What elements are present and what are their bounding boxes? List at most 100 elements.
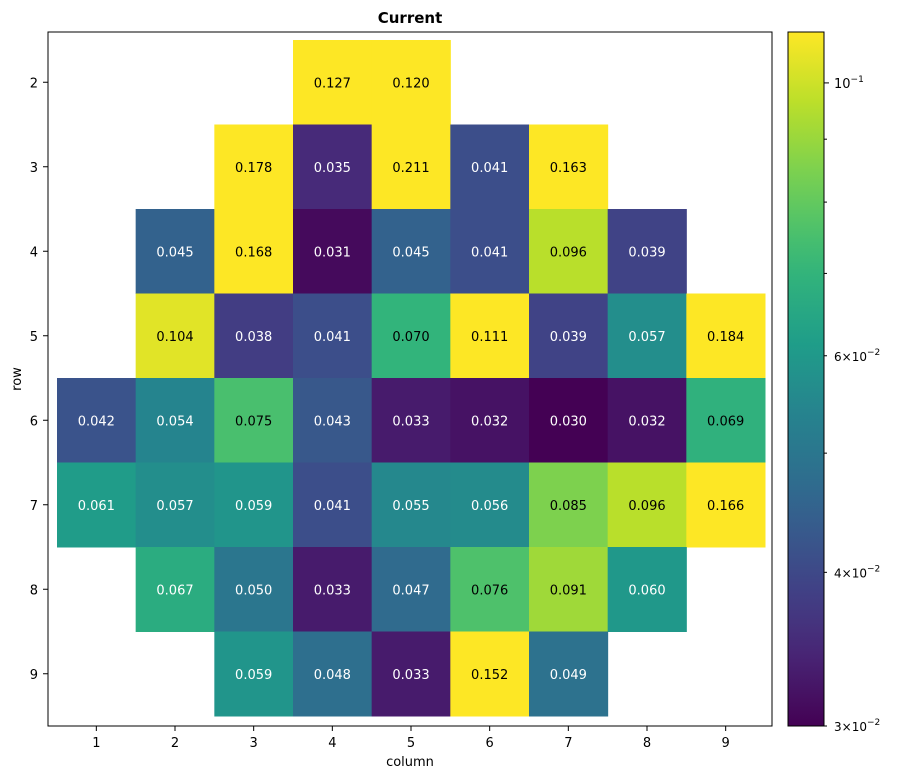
heatmap-cell	[135, 293, 215, 379]
x-tick-label: 8	[643, 736, 651, 751]
heatmap-cell	[607, 209, 687, 294]
x-axis-label: column	[386, 755, 434, 770]
heatmap-cell	[214, 209, 294, 294]
cell-value-label: 0.033	[314, 583, 351, 598]
cell-value-label: 0.043	[314, 414, 351, 429]
colorbar	[787, 31, 825, 727]
heatmap-cell	[529, 378, 609, 463]
heatmap-cell	[371, 124, 451, 210]
colorbar-ticks: 10−1 6×10−2 4×10−2 3×10−2	[824, 75, 880, 734]
heatmap-cell	[529, 209, 609, 294]
cell-value-label: 0.041	[471, 161, 508, 176]
y-axis-ticks: 2 3 4 5 6 7 8 9	[30, 76, 48, 683]
heatmap-cell	[293, 462, 373, 548]
heatmap-cell	[450, 124, 530, 210]
cell-value-label: 0.067	[156, 583, 193, 598]
heatmap-cell	[293, 631, 373, 717]
cell-value-label: 0.049	[550, 668, 587, 683]
cell-value-label: 0.041	[471, 245, 508, 260]
heatmap-cell	[607, 547, 687, 632]
plot-frame	[47, 31, 773, 727]
cell-value-label: 0.163	[550, 161, 587, 176]
cell-value-label: 0.054	[156, 414, 193, 429]
heatmap-cell	[450, 631, 530, 717]
heatmap-cell	[686, 378, 766, 463]
colorbar-tick-label: 4×10−2	[834, 564, 880, 580]
cell-value-label: 0.059	[235, 499, 272, 514]
heatmap-cell	[57, 462, 137, 548]
heatmap-cell	[450, 462, 530, 548]
cell-value-label: 0.035	[314, 161, 351, 176]
x-tick-label: 6	[486, 736, 494, 751]
heatmap-cell	[371, 209, 451, 294]
heatmap-cell	[371, 631, 451, 717]
heatmap-cell	[371, 40, 451, 125]
x-tick-label: 7	[564, 736, 572, 751]
cell-value-label: 0.075	[235, 414, 272, 429]
cell-value-label: 0.057	[156, 499, 193, 514]
heatmap-cell	[214, 378, 294, 463]
cell-value-label: 0.045	[156, 245, 193, 260]
cell-value-label: 0.211	[392, 161, 429, 176]
heatmap-cell	[450, 547, 530, 632]
cell-value-label: 0.039	[628, 245, 665, 260]
cell-value-label: 0.168	[235, 245, 272, 260]
cell-value-label: 0.166	[707, 499, 744, 514]
colorbar-tick-label: 3×10−2	[834, 718, 880, 734]
cell-value-label: 0.041	[314, 330, 351, 345]
cell-value-label: 0.060	[628, 583, 665, 598]
heatmap-cell	[371, 378, 451, 463]
cell-value-label: 0.056	[471, 499, 508, 514]
cell-value-label: 0.111	[471, 330, 508, 345]
chart-title: Current	[378, 9, 443, 27]
cell-value-label: 0.041	[314, 499, 351, 514]
heatmap-cell	[293, 124, 373, 210]
y-tick-label: 8	[30, 583, 38, 598]
cell-value-label: 0.031	[314, 245, 351, 260]
heatmap-cell	[371, 462, 451, 548]
y-tick-label: 6	[30, 414, 38, 429]
heatmap-cell	[293, 209, 373, 294]
heatmap-cell	[529, 631, 609, 717]
heatmap-cell	[57, 378, 137, 463]
cell-value-label: 0.039	[550, 330, 587, 345]
cell-value-label: 0.038	[235, 330, 272, 345]
cell-value-label: 0.050	[235, 583, 272, 598]
heatmap-cell	[214, 547, 294, 632]
cell-value-label: 0.085	[550, 499, 587, 514]
cell-value-label: 0.033	[392, 668, 429, 683]
cell-value-label: 0.178	[235, 161, 272, 176]
cell-value-label: 0.048	[314, 668, 351, 683]
colorbar-tick-label: 10−1	[834, 75, 864, 92]
cell-value-label: 0.096	[550, 245, 587, 260]
heatmap-cell	[293, 547, 373, 632]
y-tick-label: 7	[30, 499, 38, 514]
cell-value-label: 0.047	[392, 583, 429, 598]
heatmap-cell	[135, 547, 215, 632]
cell-value-label: 0.070	[392, 330, 429, 345]
heatmap-cell	[529, 293, 609, 379]
cell-value-label: 0.120	[392, 76, 429, 91]
heatmap-cell	[450, 293, 530, 379]
heatmap-cell	[686, 462, 766, 548]
x-tick-label: 9	[722, 736, 730, 751]
cell-value-label: 0.059	[235, 668, 272, 683]
x-axis-ticks: 1 2 3 4 5 6 7 8 9	[92, 726, 730, 751]
heatmap-cells: 0.127 0.120 0.178 0.035 0.211 0.041 0.163 0.045…	[57, 40, 766, 717]
cell-value-label: 0.032	[471, 414, 508, 429]
heatmap-cell	[293, 40, 373, 125]
cell-value-label: 0.030	[550, 414, 587, 429]
heatmap-cell	[214, 124, 294, 210]
heatmap-cell	[450, 378, 530, 463]
heatmap-cell	[135, 209, 215, 294]
cell-value-label: 0.104	[156, 330, 193, 345]
x-tick-label: 2	[171, 736, 179, 751]
heatmap-cell	[450, 209, 530, 294]
colorbar-tick-label: 6×10−2	[834, 348, 880, 364]
cell-value-label: 0.033	[392, 414, 429, 429]
heatmap-cell	[371, 547, 451, 632]
cell-value-label: 0.096	[628, 499, 665, 514]
y-tick-label: 9	[30, 668, 38, 683]
heatmap-cell	[293, 378, 373, 463]
